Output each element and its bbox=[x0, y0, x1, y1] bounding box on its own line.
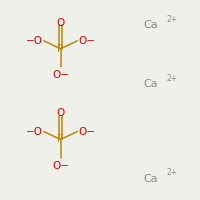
Text: 2+: 2+ bbox=[166, 15, 177, 24]
Text: P: P bbox=[57, 44, 64, 54]
Text: 2+: 2+ bbox=[166, 74, 177, 83]
Text: Ca: Ca bbox=[143, 20, 158, 30]
Text: P: P bbox=[57, 134, 64, 144]
Text: O−: O− bbox=[52, 70, 69, 80]
Text: Ca: Ca bbox=[143, 174, 158, 184]
Text: O: O bbox=[56, 18, 65, 28]
Text: O−: O− bbox=[78, 127, 95, 137]
Text: −O: −O bbox=[26, 36, 43, 46]
Text: O−: O− bbox=[78, 36, 95, 46]
Text: Ca: Ca bbox=[143, 79, 158, 89]
Text: 2+: 2+ bbox=[166, 168, 177, 177]
Text: O: O bbox=[56, 108, 65, 118]
Text: −O: −O bbox=[26, 127, 43, 137]
Text: O−: O− bbox=[52, 161, 69, 171]
